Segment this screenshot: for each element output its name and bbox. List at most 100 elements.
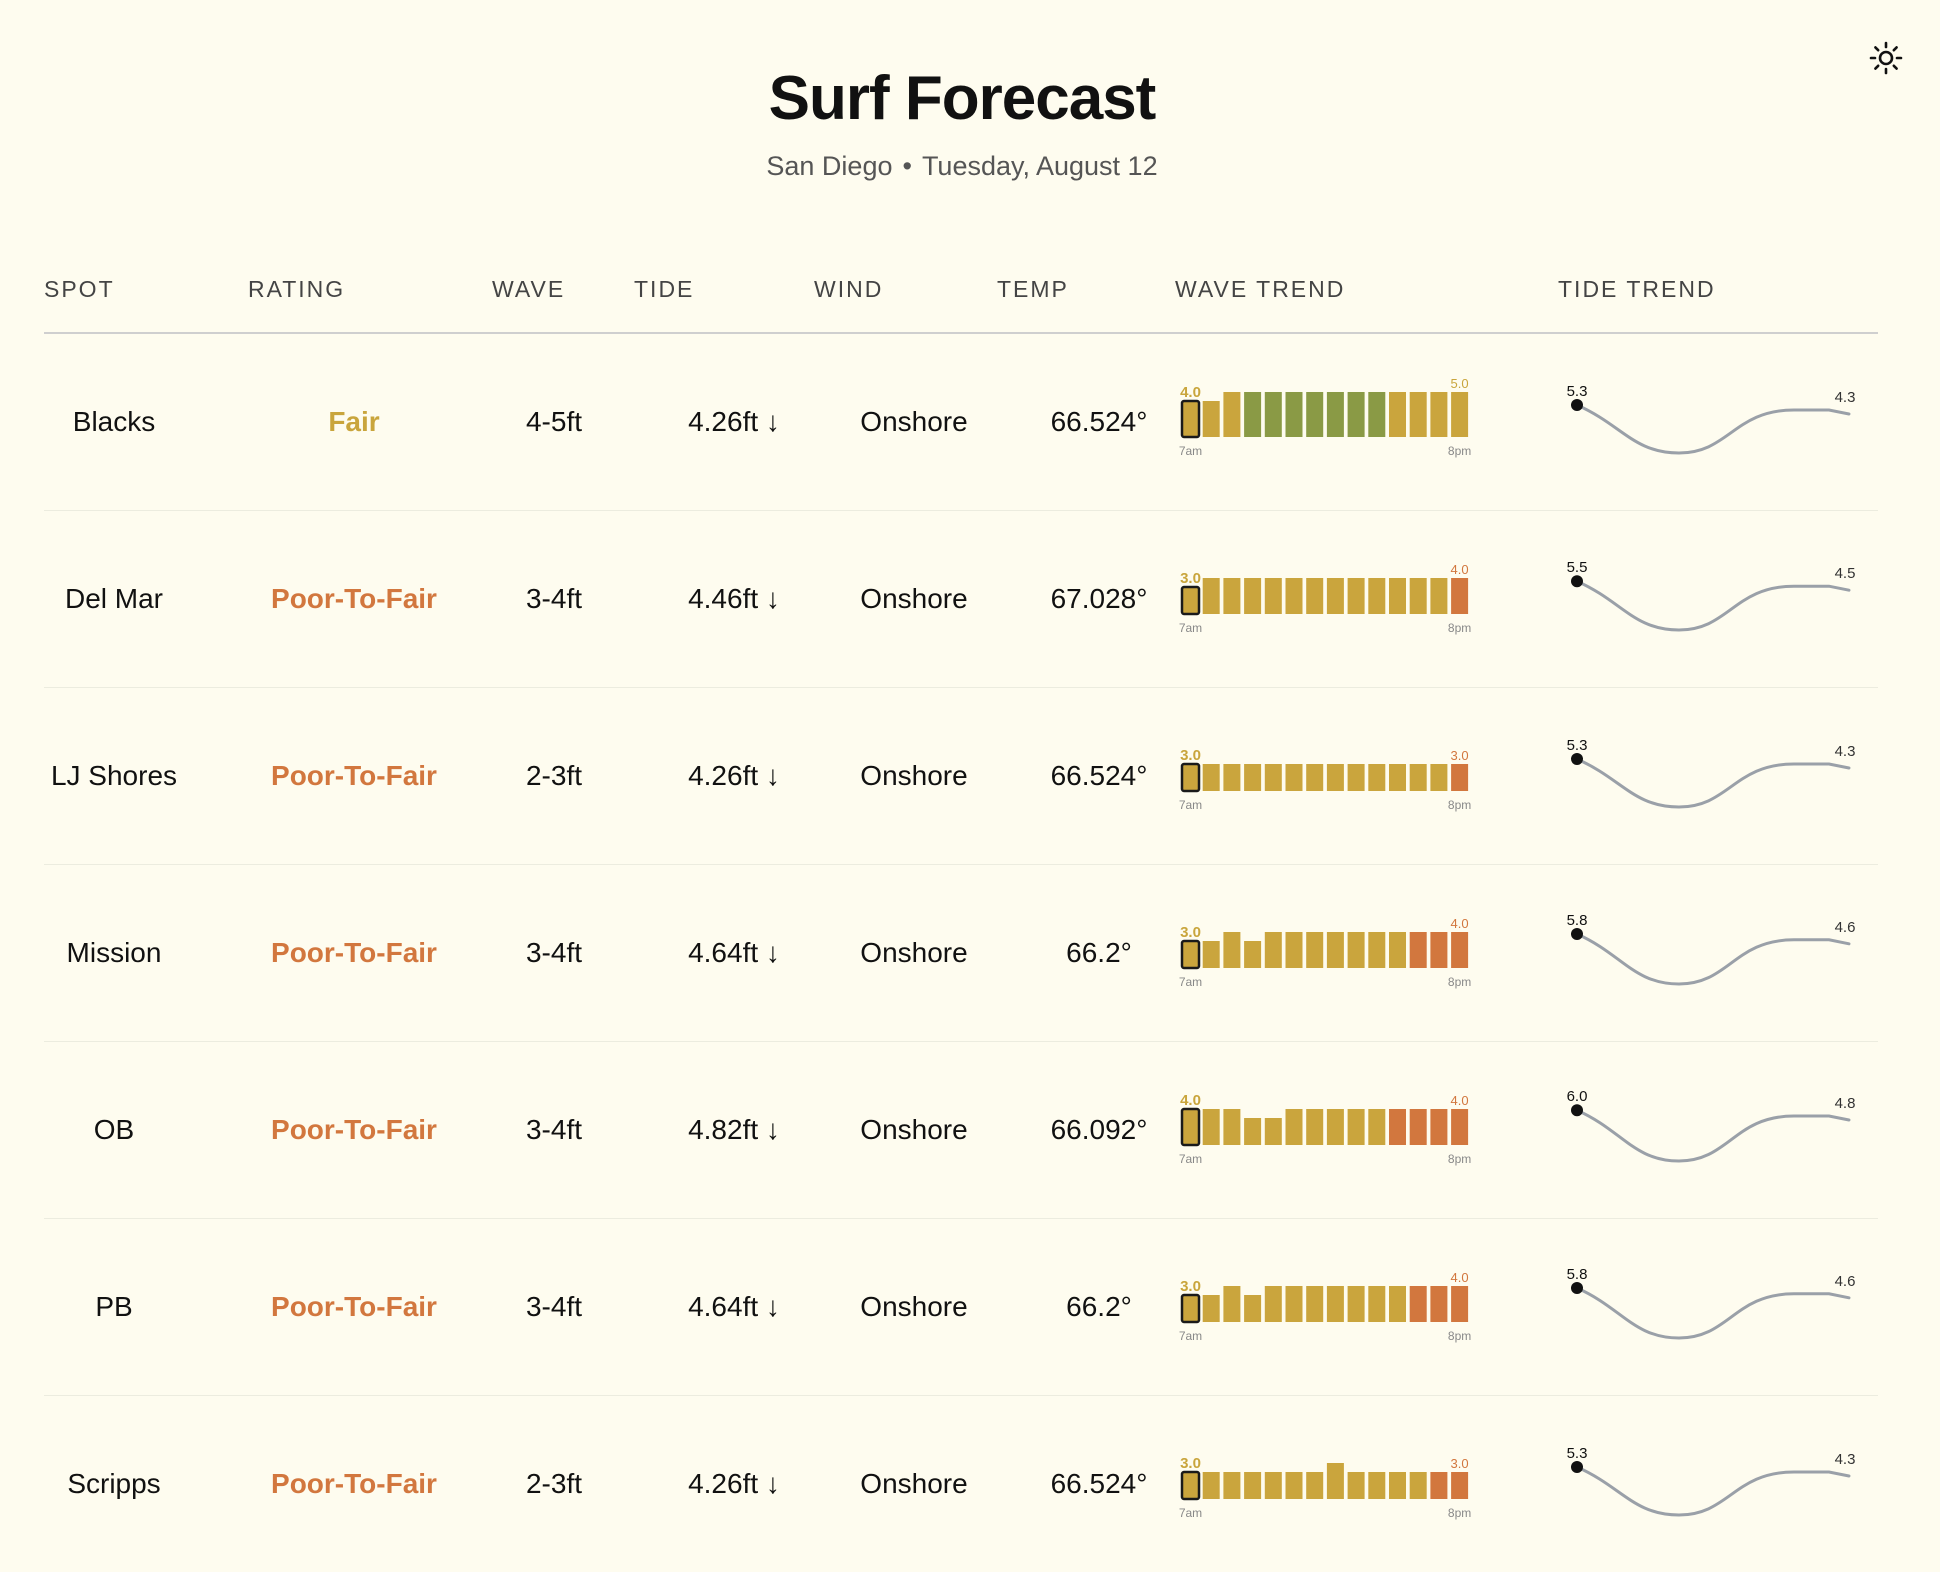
- spot-name: OB: [93, 1114, 135, 1145]
- wave-bar: [1223, 578, 1241, 614]
- table-row[interactable]: Mission Poor-To-Fair 3-4ft 4.64ft ↓ Onshore 6…: [44, 865, 1878, 1042]
- wave-trend-chart: 3.0 4.0 7am 8pm: [1174, 511, 1494, 687]
- wave-axis-start: 7am: [1179, 1329, 1202, 1343]
- wind-condition: Onshore: [860, 760, 968, 791]
- wind-condition: Onshore: [860, 1291, 968, 1322]
- tide-trend-chart: 5.3 4.3: [1549, 334, 1869, 510]
- wave-bar: [1264, 1118, 1282, 1145]
- tide-line: [1575, 579, 1851, 632]
- column-header-wave-trend: WAVE TREND: [1175, 276, 1346, 302]
- wave-bar: [1202, 401, 1220, 437]
- spot-rating: Poor-To-Fair: [271, 1291, 437, 1322]
- wave-bar: [1244, 764, 1262, 791]
- wave-bar: [1285, 1286, 1303, 1322]
- wave-bar: [1264, 392, 1282, 437]
- wave-bar: [1180, 939, 1201, 970]
- wave-bar: [1389, 764, 1406, 791]
- wave-bar: [1430, 392, 1448, 437]
- wave-bar: [1409, 1286, 1427, 1322]
- column-header-wave[interactable]: WAVE: [492, 276, 566, 302]
- date-label: Tuesday, August 12: [921, 151, 1158, 181]
- wave-bar: [1451, 578, 1469, 614]
- wave-bar: [1223, 1286, 1241, 1322]
- wave-height: 3-4ft: [525, 937, 583, 968]
- spot-name: Del Mar: [64, 583, 163, 614]
- wave-bar: [1451, 1472, 1469, 1499]
- tide-height: 4.64ft ↓: [688, 1291, 780, 1322]
- wave-bar: [1326, 1109, 1344, 1145]
- wave-bar: [1244, 1472, 1262, 1499]
- wave-bar: [1306, 392, 1324, 437]
- wave-bar: [1285, 1472, 1303, 1499]
- wave-bar: [1347, 764, 1365, 791]
- wave-axis-end: 8pm: [1448, 975, 1471, 989]
- theme-toggle-button[interactable]: [1866, 38, 1906, 78]
- wave-bar: [1347, 578, 1365, 614]
- wave-bar: [1368, 578, 1386, 614]
- column-header-rating[interactable]: RATING: [248, 276, 346, 302]
- table-row[interactable]: LJ Shores Poor-To-Fair 2-3ft 4.26ft ↓ Onshor…: [44, 688, 1878, 865]
- wave-start-label: 4.0: [1180, 384, 1201, 401]
- wave-axis-start: 7am: [1179, 798, 1202, 812]
- column-header-temp[interactable]: TEMP: [997, 276, 1069, 302]
- tide-current-dot: [1571, 928, 1583, 940]
- wave-bar: [1430, 764, 1448, 791]
- wave-axis-start: 7am: [1179, 444, 1202, 458]
- wind-condition: Onshore: [860, 1468, 968, 1499]
- column-header-wind[interactable]: WIND: [814, 276, 884, 302]
- table-row[interactable]: Del Mar Poor-To-Fair 3-4ft 4.46ft ↓ Onshore 6…: [44, 511, 1878, 688]
- wave-bar: [1347, 392, 1365, 437]
- wave-bar: [1368, 764, 1386, 791]
- tide-height: 4.64ft ↓: [688, 937, 780, 968]
- wave-bar: [1409, 1472, 1427, 1499]
- wave-height: 2-3ft: [525, 760, 583, 791]
- wave-bar: [1409, 392, 1427, 437]
- wave-end-label: 4.0: [1451, 1270, 1469, 1285]
- wave-start-label: 3.0: [1180, 570, 1201, 587]
- wave-start-label: 3.0: [1180, 1455, 1201, 1472]
- tide-trend-chart: 5.3 4.3: [1549, 688, 1869, 864]
- wave-bar: [1223, 932, 1241, 968]
- spot-rating: Poor-To-Fair: [271, 1114, 437, 1145]
- tide-trend-chart: 5.5 4.5: [1549, 511, 1869, 687]
- wave-axis-end: 8pm: [1448, 621, 1471, 635]
- table-row[interactable]: Blacks Fair 4-5ft 4.26ft ↓ Onshore 66.524° 4.0…: [44, 334, 1878, 511]
- wave-bar: [1223, 764, 1241, 791]
- tide-end-label: 4.3: [1835, 1451, 1856, 1468]
- wave-trend-chart: 3.0 4.0 7am 8pm: [1174, 1219, 1494, 1395]
- wave-end-label: 4.0: [1451, 1093, 1469, 1108]
- wave-axis-start: 7am: [1179, 1152, 1202, 1166]
- table-row[interactable]: OB Poor-To-Fair 3-4ft 4.82ft ↓ Onshore 66.092…: [44, 1042, 1878, 1219]
- wave-bar: [1347, 1286, 1365, 1322]
- wave-start-label: 3.0: [1180, 1278, 1201, 1295]
- column-header-tide[interactable]: TIDE: [634, 276, 695, 302]
- wave-height: 2-3ft: [525, 1468, 583, 1499]
- wave-bar: [1306, 764, 1324, 791]
- wave-bar: [1306, 932, 1324, 968]
- wave-bar: [1389, 1286, 1406, 1322]
- wave-bar: [1451, 392, 1469, 437]
- wave-axis-end: 8pm: [1448, 1152, 1471, 1166]
- wave-trend-chart: 3.0 3.0 7am 8pm: [1174, 1396, 1494, 1572]
- wave-bar: [1389, 1109, 1406, 1145]
- wave-bar: [1180, 1293, 1201, 1324]
- wave-bar: [1285, 392, 1303, 437]
- wave-bar: [1409, 932, 1427, 968]
- tide-trend-chart: 5.8 4.6: [1549, 1219, 1869, 1395]
- location-label: San Diego: [766, 151, 893, 181]
- wave-bar: [1368, 1472, 1386, 1499]
- wave-bar: [1244, 1118, 1262, 1145]
- wave-bar: [1202, 1472, 1220, 1499]
- wave-bar: [1389, 1472, 1406, 1499]
- table-row[interactable]: PB Poor-To-Fair 3-4ft 4.64ft ↓ Onshore 66.2° 3…: [44, 1219, 1878, 1396]
- wave-bar: [1409, 764, 1427, 791]
- wind-condition: Onshore: [860, 583, 968, 614]
- column-header-spot[interactable]: SPOT: [44, 276, 115, 302]
- wave-end-label: 3.0: [1451, 1456, 1469, 1471]
- spot-name: Blacks: [72, 406, 156, 437]
- page-title: Surf Forecast: [768, 64, 1157, 133]
- wave-bar: [1430, 1109, 1448, 1145]
- tide-line: [1575, 403, 1851, 455]
- wave-bar: [1264, 1472, 1282, 1499]
- table-row[interactable]: Scripps Poor-To-Fair 2-3ft 4.26ft ↓ Onshore 6…: [44, 1396, 1878, 1572]
